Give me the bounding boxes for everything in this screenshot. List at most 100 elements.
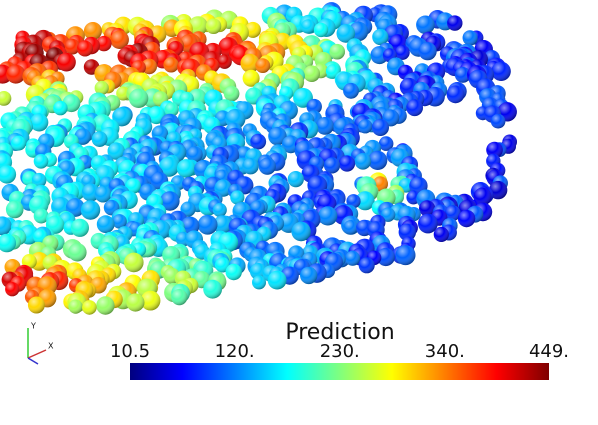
particle-shade — [68, 299, 83, 314]
particle-shade — [223, 85, 240, 102]
particle-shade — [96, 35, 112, 52]
particle-shade — [33, 154, 49, 169]
colorbar-title: Prediction — [285, 320, 394, 345]
particle-shade — [180, 201, 196, 217]
particle-shade — [82, 300, 97, 315]
particle-shade — [77, 40, 93, 57]
particle-shade — [446, 85, 465, 104]
particle-shade — [68, 243, 87, 262]
particle-shade — [126, 293, 145, 312]
z-axis-arrow — [27, 357, 39, 365]
particle-shade — [318, 206, 338, 226]
particle-shade — [354, 153, 372, 170]
particle-shade — [110, 30, 129, 49]
colorbar-ticks: 10.5 120. 230. 340. 449. — [110, 341, 569, 362]
colorbar-tick-label: 10.5 — [110, 341, 150, 362]
particle-shade — [186, 146, 203, 163]
axes-triad: Y X — [27, 322, 54, 365]
particle-shade — [91, 131, 108, 148]
particle-shade — [11, 135, 27, 151]
particle-shade — [188, 16, 208, 36]
particle-shade — [358, 119, 373, 134]
particle-shade — [5, 200, 24, 219]
particle-shade — [473, 187, 492, 206]
triad-label: Y — [30, 322, 36, 331]
particle-shade — [258, 157, 276, 175]
particle-shade — [300, 266, 318, 285]
particle-shade — [6, 64, 26, 84]
particle-shade — [394, 45, 410, 60]
particle-shade — [267, 270, 287, 290]
particle-shade — [159, 156, 179, 177]
particle-shade — [65, 198, 85, 217]
particle-shade — [112, 107, 132, 127]
particle-shade — [378, 136, 394, 151]
particle-shade — [94, 80, 109, 96]
particle-shade — [462, 30, 478, 46]
particle-shade — [160, 191, 180, 211]
particle-shade — [140, 290, 161, 311]
particle-shade — [147, 106, 166, 125]
colorbar-tick-label: 230. — [320, 341, 360, 362]
particle-shade — [57, 52, 76, 72]
particle-shade — [380, 207, 396, 222]
particle-shade — [0, 165, 17, 184]
x-axis-arrow — [27, 349, 47, 359]
particle-shade — [244, 21, 261, 38]
particle-shade — [94, 185, 112, 203]
particle-shade — [125, 178, 141, 194]
particle-shade — [163, 57, 179, 73]
particle-shade — [301, 19, 316, 34]
particle-shade — [303, 65, 321, 82]
particle-shade — [313, 22, 329, 38]
particle-shade — [205, 18, 222, 34]
particle-shade — [486, 141, 503, 159]
particle-shade — [287, 171, 304, 188]
particle-shade — [0, 233, 17, 253]
particle-shade — [418, 42, 437, 61]
particle-shade — [96, 296, 115, 315]
particle-shade — [433, 226, 449, 242]
particle-shade — [336, 24, 356, 43]
particle-shade — [291, 221, 311, 242]
particle-shade — [203, 279, 223, 299]
colorbar-tick-label: 120. — [215, 341, 255, 362]
particle-shade — [329, 43, 346, 60]
particle-shade — [80, 200, 101, 220]
particle-shade — [53, 100, 68, 116]
particle-shade — [252, 275, 266, 290]
particle-shade — [212, 203, 227, 217]
colorbar — [130, 363, 549, 380]
particle-shade — [112, 214, 127, 229]
particle-shade — [225, 263, 242, 281]
particle-shade — [358, 257, 375, 274]
particle-shade — [395, 245, 416, 266]
particle-shade — [338, 155, 356, 172]
particle-shade — [268, 126, 287, 146]
particle-shade — [444, 205, 461, 222]
particle-shade — [490, 113, 506, 129]
colorbar-tick-label: 340. — [425, 341, 465, 362]
particle-shade — [419, 200, 436, 217]
particle-shade — [176, 159, 196, 178]
particle-shade — [33, 208, 49, 224]
particle-shade — [454, 67, 471, 83]
particle-shade — [242, 69, 260, 87]
triad-label: X — [48, 342, 54, 351]
particle-shade — [345, 250, 361, 266]
particle-shade — [343, 220, 358, 235]
particle-shade — [96, 215, 115, 234]
particle-shade — [343, 82, 359, 99]
particle-shade — [323, 157, 341, 174]
particle-cloud — [0, 2, 517, 315]
particle-shade — [306, 98, 322, 115]
particle-shade — [107, 142, 125, 160]
particle-shade — [171, 289, 188, 306]
particle-shade — [355, 191, 375, 211]
particle-shade — [418, 213, 438, 234]
particle-shade — [5, 282, 20, 297]
particle-shade — [213, 215, 233, 235]
particle-shade — [128, 88, 149, 109]
particle-shade — [250, 133, 267, 150]
